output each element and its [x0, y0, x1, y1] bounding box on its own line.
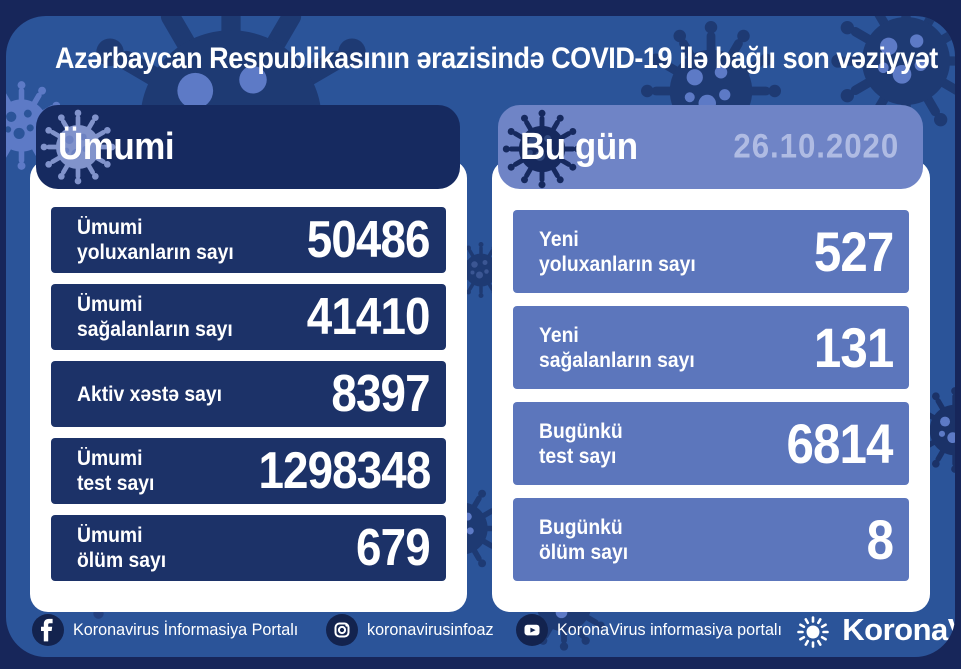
facebook-item: Koronavirus İnformasiya Portalı — [32, 614, 310, 646]
youtube-icon — [516, 614, 549, 646]
stat-row-today-deaths: Bugünkü ölüm sayı 8 — [513, 498, 909, 581]
total-panel-title: Ümumi — [58, 125, 175, 168]
stat-row-active-cases: Aktiv xəstə sayı 8397 — [51, 361, 446, 427]
page-title: Azərbaycan Respublikasının ərazisində CO… — [55, 42, 938, 75]
stat-label: Bugünkü ölüm sayı — [539, 515, 629, 564]
logo-text: KoronaVirus — [842, 611, 955, 647]
stat-row-new-cases: Yeni yoluxanların sayı 527 — [513, 210, 909, 293]
instagram-icon — [326, 614, 359, 646]
stat-label: Yeni sağalanların sayı — [539, 323, 695, 372]
today-panel-body: Yeni yoluxanların sayı 527 Yeni sağalanlar… — [492, 160, 930, 612]
stat-value: 679 — [356, 519, 431, 577]
stat-label: Ümumi sağalanların sayı — [77, 293, 233, 341]
koronavirus-logo: KoronaVirus info — [794, 610, 955, 651]
stat-label: Aktiv xəstə sayı — [77, 382, 223, 406]
stat-row-total-cases: Ümumi yoluxanların sayı 50486 — [51, 207, 446, 273]
report-date: 26.10.2020 — [733, 127, 899, 166]
facebook-label: Koronavirus İnformasiya Portalı — [73, 620, 299, 639]
stat-label: Yeni yoluxanların sayı — [539, 227, 696, 276]
stat-row-total-deaths: Ümumi ölüm sayı 679 — [51, 515, 446, 581]
main-background: Azərbaycan Respublikasının ərazisində CO… — [6, 16, 955, 657]
stat-row-today-tests: Bugünkü test sayı 6814 — [513, 402, 909, 485]
today-panel: Bu gün 26.10.2020 Yeni yoluxanların sayı … — [492, 105, 930, 612]
stat-row-total-recovered: Ümumi sağalanların sayı 41410 — [51, 284, 446, 350]
facebook-icon — [32, 614, 64, 646]
total-panel-header: Ümumi — [36, 105, 460, 189]
stat-label: Ümumi ölüm sayı — [77, 524, 167, 572]
stat-value: 8397 — [331, 365, 431, 423]
stat-value: 527 — [813, 220, 893, 283]
stat-row-new-recovered: Yeni sağalanların sayı 131 — [513, 306, 909, 389]
instagram-item: koronavirusinfoaz — [326, 614, 500, 646]
total-panel: Ümumi Ümumi yoluxanların sayı 50486 Ümumi… — [30, 105, 467, 612]
total-panel-body: Ümumi yoluxanların sayı 50486 Ümumi sağala… — [30, 160, 467, 612]
stat-label: Bugünkü test sayı — [539, 419, 623, 468]
instagram-label: koronavirusinfoaz — [367, 620, 494, 639]
stat-value: 8 — [866, 508, 893, 571]
today-panel-title: Bu gün — [520, 125, 638, 168]
stat-value: 50486 — [307, 211, 431, 269]
youtube-label: KoronaVirus informasiya portalı — [557, 620, 783, 639]
today-panel-header: Bu gün 26.10.2020 — [498, 105, 923, 189]
stat-label: Ümumi test sayı — [77, 447, 155, 495]
footer: Koronavirus İnformasiya Portalı koronavi… — [6, 605, 955, 655]
stat-value: 6814 — [786, 412, 894, 475]
youtube-item: KoronaVirus informasiya portalı — [516, 614, 794, 646]
stat-value: 1298348 — [258, 442, 431, 500]
stat-row-total-tests: Ümumi test sayı 1298348 — [51, 438, 446, 504]
stat-label: Ümumi yoluxanların sayı — [77, 216, 234, 264]
stat-value: 131 — [813, 316, 893, 379]
stat-value: 41410 — [307, 288, 431, 346]
virus-logo-icon — [797, 615, 830, 648]
